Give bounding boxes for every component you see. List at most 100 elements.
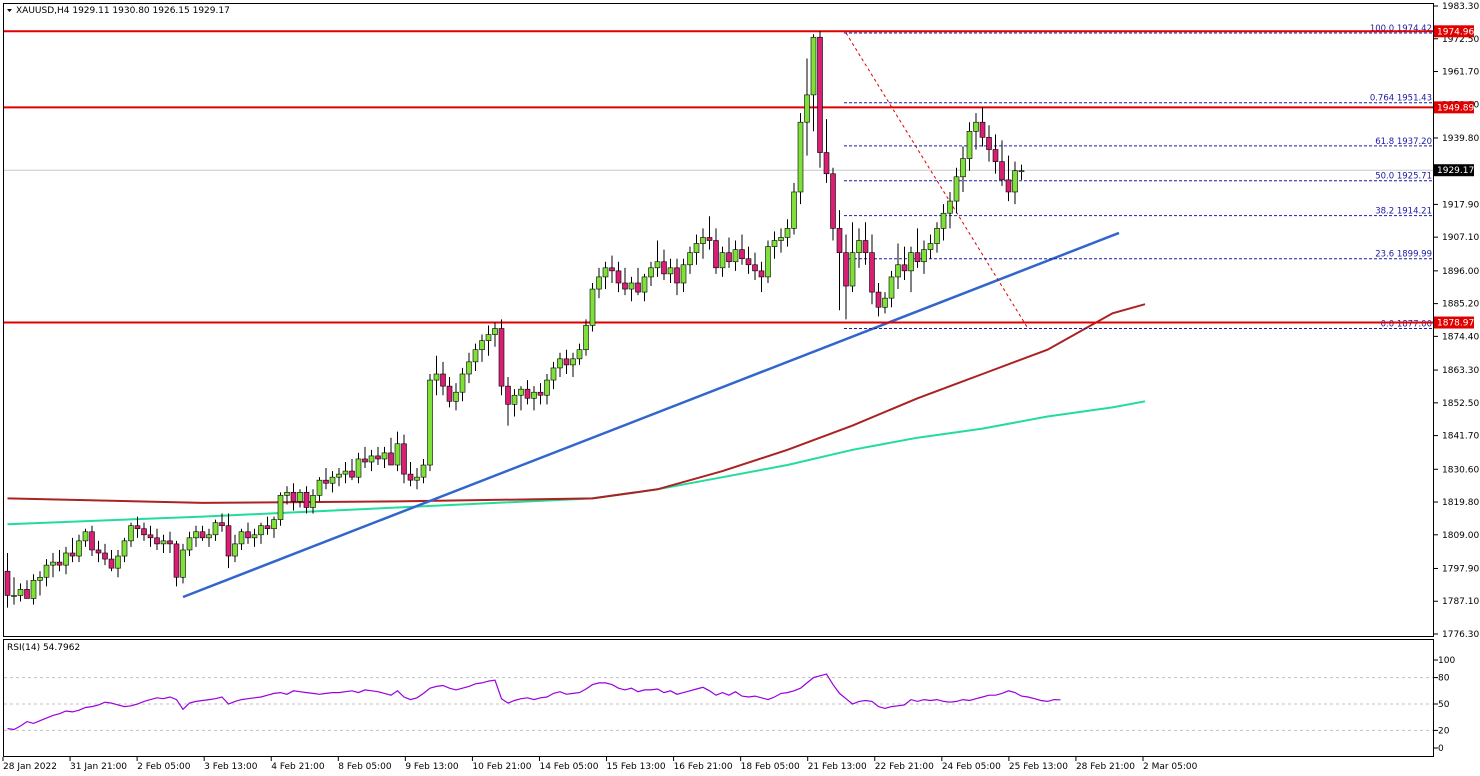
candle-bearish — [706, 237, 713, 241]
candle-bullish — [76, 540, 82, 557]
level-price-tag — [1434, 316, 1474, 329]
rsi-label: RSI(14) 54.7962 — [7, 643, 80, 653]
candle-bullish — [680, 264, 687, 284]
fibonacci-level-label: 0.764 1951.43 — [1370, 94, 1432, 104]
candle-bullish — [511, 394, 518, 405]
candle-bullish — [888, 276, 895, 299]
candle-bullish — [420, 464, 427, 478]
candle-bullish — [531, 391, 537, 399]
candle-bullish — [576, 349, 583, 360]
price-axis[interactable]: 1983.301972.501961.701950.901939.801917.… — [1434, 2, 1479, 640]
candle-bearish — [609, 267, 615, 272]
candle-bullish — [121, 540, 128, 557]
candle-bearish — [108, 558, 115, 569]
candle-bullish — [43, 564, 50, 578]
candle-bullish — [596, 276, 602, 290]
candle-bullish — [882, 297, 888, 308]
candle-bullish — [238, 531, 245, 545]
candle-bearish — [817, 36, 823, 153]
price-axis-label: 1983.30 — [1442, 2, 1479, 12]
candle-bullish — [719, 252, 726, 269]
candle-bullish — [1018, 170, 1025, 173]
candle-bullish — [908, 252, 914, 272]
candle-bearish — [95, 549, 102, 554]
rsi-axis: 100 80 50 20 0 — [1434, 656, 1455, 754]
time-axis-label: 21 Feb 13:00 — [808, 762, 867, 772]
price-axis-label: 1830.60 — [1442, 465, 1479, 475]
price-axis-label: 1776.30 — [1442, 630, 1479, 640]
candle-bearish — [537, 391, 544, 396]
candle-bullish — [258, 525, 264, 536]
candle-bullish — [765, 246, 771, 278]
time-axis-label: 24 Feb 05:00 — [942, 762, 1001, 772]
candle-bearish — [173, 543, 180, 578]
candle-bearish — [89, 531, 95, 551]
price-axis-label: 1874.40 — [1442, 332, 1479, 342]
candle-bullish — [947, 200, 953, 214]
moving-average-slow — [7, 400, 1146, 526]
time-axis-label: 2 Feb 05:00 — [137, 762, 191, 772]
candle-bearish — [986, 137, 992, 150]
horizontal-levels[interactable] — [4, 30, 1433, 324]
candle-bullish — [804, 94, 810, 123]
dropdown-triangle-icon[interactable] — [7, 9, 12, 12]
time-axis-label: 2 Mar 05:00 — [1143, 762, 1198, 772]
candle-bullish — [251, 534, 258, 539]
candle-bullish — [784, 228, 791, 238]
time-axis[interactable]: 28 Jan 2022 31 Jan 21:00 2 Feb 05:00 3 Feb … — [2, 757, 1198, 772]
candle-bearish — [901, 264, 908, 272]
candle-bullish — [895, 264, 901, 278]
fibonacci-level-label: 38.2 1914.21 — [1375, 207, 1432, 217]
candle-bullish — [687, 252, 693, 266]
candle-bullish — [934, 228, 940, 244]
price-axis-label: 1907.10 — [1442, 233, 1479, 243]
fibonacci-retracement[interactable]: 100.0 1974.42 0.764 1951.43 61.8 1937.20 50… — [844, 24, 1433, 330]
candle-bullish — [466, 361, 472, 375]
candle-bullish — [589, 288, 596, 326]
candle-bullish — [492, 328, 498, 335]
candle-bullish — [212, 522, 219, 536]
candle-bearish — [745, 258, 752, 266]
candle-bearish — [362, 458, 368, 463]
candle-bullish — [479, 340, 485, 351]
time-axis-label: 16 Feb 21:00 — [674, 762, 733, 772]
candle-bullish — [128, 525, 134, 542]
candle-bullish — [232, 543, 238, 557]
candle-bearish — [830, 173, 836, 229]
candle-bearish — [875, 291, 882, 308]
level-price-tag-label: 1974.96 — [1437, 27, 1474, 37]
trendline-layer — [182, 231, 1120, 599]
candle-bullish — [193, 531, 199, 539]
candle-bearish — [843, 252, 849, 287]
candle-bearish — [225, 525, 232, 557]
candle-bearish — [713, 240, 719, 269]
candle-bullish — [960, 158, 966, 178]
candle-bullish — [310, 495, 316, 508]
time-axis-label: 15 Feb 13:00 — [607, 762, 666, 772]
time-axis-label: 4 Feb 21:00 — [271, 762, 325, 772]
candle-bearish — [375, 455, 381, 460]
rsi-axis-label: 20 — [1438, 726, 1450, 736]
candle-bearish — [758, 270, 765, 278]
candle-bullish — [37, 576, 43, 581]
trendline — [182, 231, 1120, 599]
candle-bullish — [472, 349, 479, 363]
symbol-header: XAUUSD,H4 1929.11 1930.80 1926.15 1929.1… — [7, 6, 230, 16]
candle-bullish — [368, 455, 375, 463]
price-axis-label: 1852.50 — [1442, 399, 1479, 409]
candle-bearish — [4, 570, 11, 596]
candle-bullish — [414, 476, 420, 481]
time-axis-label: 10 Feb 21:00 — [472, 762, 531, 772]
candle-bearish — [401, 443, 407, 475]
candle-bullish — [921, 249, 927, 263]
candle-bullish — [115, 555, 121, 569]
candle-bullish — [485, 334, 492, 341]
time-axis-label: 25 Feb 13:00 — [1009, 762, 1068, 772]
candle-bearish — [290, 492, 297, 502]
candle-bullish — [30, 580, 37, 599]
candle-bullish — [732, 249, 739, 263]
candle-bearish — [635, 282, 641, 293]
current-price-tag-label: 1929.17 — [1437, 166, 1474, 176]
candle-bearish — [102, 552, 108, 560]
